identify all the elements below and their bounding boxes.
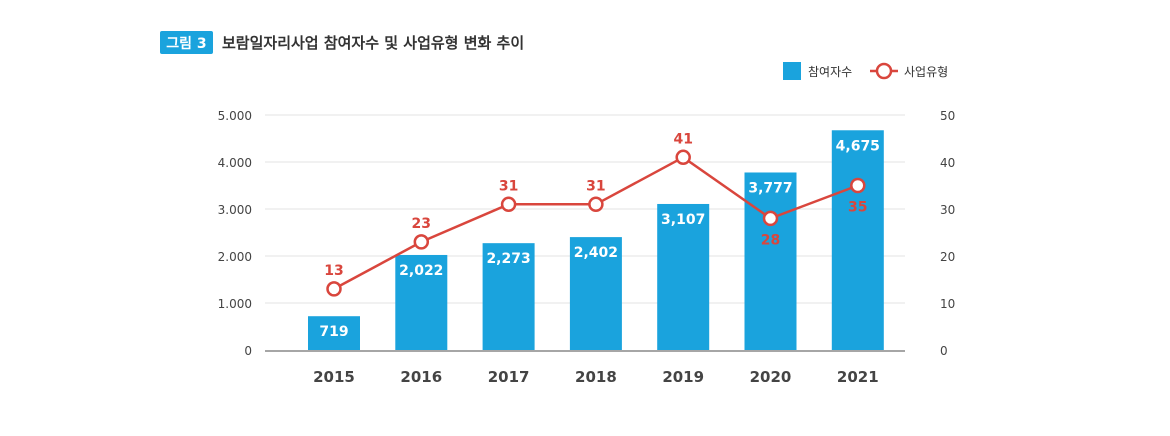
bar — [657, 203, 710, 350]
line-value-label: 23 — [412, 216, 431, 232]
line-value-label: 31 — [586, 178, 605, 194]
x-tick-label: 2018 — [575, 368, 617, 386]
bar — [395, 254, 448, 350]
x-tick-label: 2017 — [488, 368, 530, 386]
y-right-tick-label: 30 — [940, 203, 955, 217]
bar-value-label: 2,273 — [486, 251, 530, 267]
x-tick-label: 2016 — [400, 368, 442, 386]
figure-label-badge — [160, 31, 213, 54]
y-left-tick-label: 5.000 — [218, 109, 252, 123]
bar-value-label: 719 — [319, 324, 348, 340]
line-point — [850, 177, 866, 194]
line-point — [588, 196, 604, 213]
y-right-tick-label: 0 — [940, 344, 948, 358]
bar-value-label: 3,777 — [748, 180, 792, 196]
legend-bar-swatch — [783, 62, 801, 80]
y-right-tick-label: 40 — [940, 156, 955, 170]
line-point — [326, 281, 342, 297]
bar — [569, 237, 622, 350]
y-left-tick-label: 2.000 — [218, 250, 252, 264]
bar — [744, 172, 797, 350]
line-point — [500, 196, 517, 213]
x-tick-label: 2015 — [313, 368, 355, 386]
y-left-tick-label: 0 — [244, 344, 252, 358]
bar — [831, 130, 884, 350]
x-tick-label: 2021 — [837, 368, 879, 386]
legend-line-marker — [875, 62, 893, 80]
legend: 참여자수 사업유형 — [783, 62, 948, 80]
line-value-label: 41 — [673, 131, 692, 147]
y-right-tick-label: 10 — [940, 297, 955, 311]
y-right-tick-label: 20 — [940, 250, 955, 264]
line-value-label: 31 — [499, 178, 518, 194]
line-value-label: 28 — [761, 232, 780, 248]
chart-title: 보람일자리사업 참여자수 및 사업유형 변화 추이 — [222, 34, 524, 52]
y-left-tick-label: 4.000 — [218, 156, 252, 170]
figure-label: 그림 3 — [166, 36, 206, 52]
x-tick-label: 2020 — [750, 368, 792, 386]
line-value-label: 35 — [848, 200, 867, 216]
bar — [308, 316, 360, 350]
y-left-tick-label: 3.000 — [218, 203, 252, 217]
bar — [482, 243, 535, 350]
line-point — [413, 234, 430, 250]
bar-value-label: 2,022 — [399, 263, 443, 279]
line-point — [675, 149, 691, 166]
y-right-tick-label: 50 — [940, 109, 955, 123]
bar-value-label: 3,107 — [661, 212, 705, 228]
bar-value-label: 4,675 — [836, 138, 880, 154]
line-value-label: 13 — [324, 263, 343, 279]
legend-line-label: 사업유형 — [904, 65, 948, 79]
x-tick-label: 2019 — [662, 368, 704, 386]
y-left-tick-label: 1.000 — [218, 297, 252, 311]
bar-value-label: 2,402 — [574, 245, 618, 261]
line-point — [762, 210, 779, 227]
legend-bar-label: 참여자수 — [808, 65, 852, 79]
